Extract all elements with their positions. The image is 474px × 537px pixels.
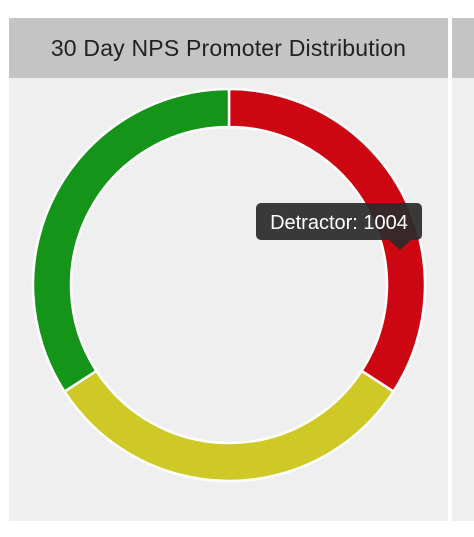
panel-header: 30 Day NPS Promoter Distribution <box>9 18 448 78</box>
tooltip: Detractor: 1004 <box>256 203 422 250</box>
tooltip-text: Detractor: 1004 <box>270 212 408 234</box>
panel-title: 30 Day NPS Promoter Distribution <box>50 34 407 61</box>
slice-promoter[interactable] <box>31 87 231 394</box>
tooltip-box <box>256 203 422 240</box>
slice-passive[interactable] <box>62 369 396 483</box>
adjacent-panel <box>452 18 474 521</box>
tooltip-pointer <box>389 240 411 250</box>
adjacent-panel-header <box>452 18 474 78</box>
donut-slices <box>31 87 427 483</box>
